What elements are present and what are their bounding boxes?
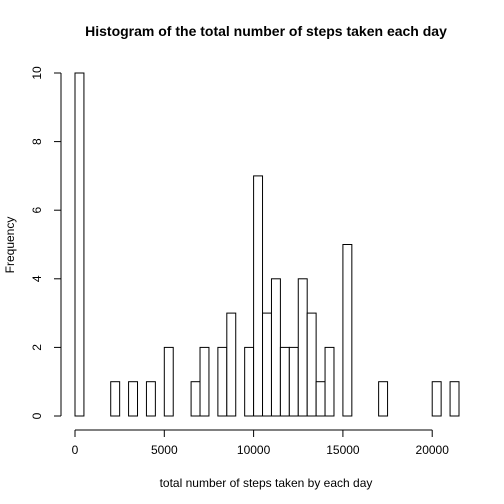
y-axis-label: Frequency <box>3 217 17 274</box>
histogram-bar <box>315 381 326 417</box>
histogram-bar <box>288 346 299 417</box>
histogram-bar <box>145 381 156 417</box>
histogram-bar <box>163 346 174 417</box>
x-tick-label: 20000 <box>416 443 450 457</box>
histogram-bar <box>199 346 210 417</box>
histogram-bar <box>324 346 335 417</box>
y-tick-label: 10 <box>30 66 44 80</box>
histogram-bar <box>244 346 255 417</box>
chart-title: Histogram of the total number of steps t… <box>85 23 447 39</box>
x-axis-label: total number of steps taken by each day <box>160 476 373 490</box>
y-axis: 0 2 4 6 8 10 <box>30 66 62 419</box>
histogram-bar <box>270 278 281 417</box>
x-tick-label: 0 <box>72 443 79 457</box>
histogram-bar <box>378 381 389 417</box>
histogram-bar <box>190 381 201 417</box>
histogram-bar <box>74 72 85 417</box>
x-axis: 0 5000 10000 15000 20000 <box>72 429 450 457</box>
histogram-bar <box>279 346 290 417</box>
histogram-bar <box>110 381 121 417</box>
histogram-bar <box>297 278 308 417</box>
y-tick-label: 8 <box>30 138 44 145</box>
histogram-bar <box>431 381 442 417</box>
histogram-bar <box>253 175 264 417</box>
histogram-bar <box>262 312 272 417</box>
y-tick-label: 4 <box>30 275 44 282</box>
x-tick-label: 15000 <box>326 443 360 457</box>
y-tick-label: 2 <box>30 344 44 351</box>
y-tick-label: 6 <box>30 207 44 214</box>
histogram-bar <box>128 381 139 417</box>
histogram-bar <box>306 312 317 417</box>
histogram-bar <box>226 312 237 417</box>
x-tick-label: 5000 <box>151 443 178 457</box>
histogram-bar <box>217 346 228 417</box>
bars-group <box>74 72 460 417</box>
y-tick-label: 0 <box>30 412 44 419</box>
histogram-bar <box>449 381 460 417</box>
histogram-bar <box>342 244 353 417</box>
x-tick-label: 10000 <box>237 443 271 457</box>
